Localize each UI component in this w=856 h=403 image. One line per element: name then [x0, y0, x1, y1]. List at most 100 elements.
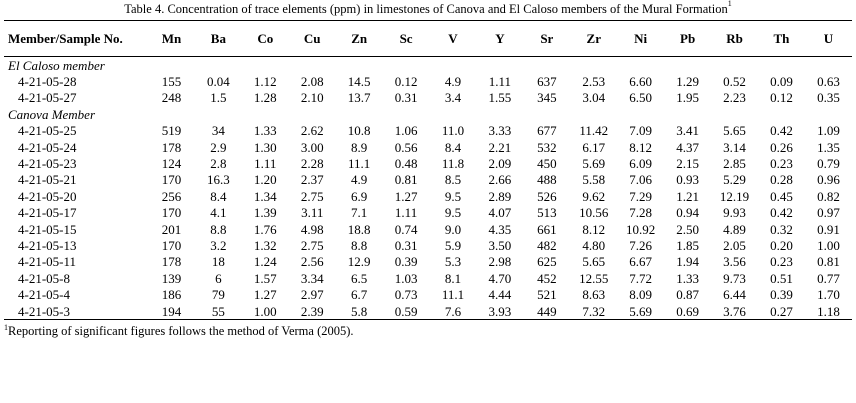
cell: 0.23 [770, 156, 793, 172]
cell: 11.1 [441, 287, 465, 303]
group-label: Canova Member [8, 106, 96, 122]
cell: 1.94 [676, 254, 699, 270]
sample-id: 4-21-05-21 [18, 172, 77, 188]
cell: 7.29 [629, 188, 653, 204]
cell: 0.12 [770, 90, 793, 106]
cell: 34 [211, 123, 225, 139]
cell: 1.24 [253, 254, 277, 270]
cell: 3.41 [676, 123, 699, 139]
cell: 3.2 [210, 237, 227, 253]
cell: 1.32 [253, 237, 277, 253]
cell: 0.94 [676, 205, 699, 221]
cell: 1.00 [241, 302, 289, 321]
cell: 3.56 [723, 254, 746, 270]
cell: 8.63 [582, 287, 606, 303]
cell: 6 [215, 270, 222, 286]
cell: 2.89 [488, 188, 512, 204]
cell: 1.30 [253, 139, 277, 155]
cell: 7.06 [629, 172, 653, 188]
cell: 9.62 [582, 188, 606, 204]
cell: 2.98 [488, 254, 512, 270]
cell: 3.76 [711, 302, 758, 321]
cell: 0.56 [394, 139, 418, 155]
data-row: 4-21-05-23 124 2.8 1.11 2.28 11.1 0.48 11.8 2.09… [4, 155, 852, 171]
cell: 5.3 [444, 254, 462, 270]
cell: 0.31 [394, 90, 418, 106]
cell: 4.80 [582, 237, 606, 253]
column-header: Ba [194, 21, 242, 57]
cell: 677 [537, 123, 557, 139]
sample-id: 4-21-05-15 [18, 221, 77, 237]
cell: 1.70 [817, 287, 840, 303]
cell: 79 [211, 287, 225, 303]
footnote-marker: 1 [4, 323, 8, 333]
cell: 2.28 [300, 156, 324, 172]
cell: 0.74 [394, 221, 418, 237]
cell: 0.31 [394, 237, 418, 253]
cell: 452 [537, 270, 557, 286]
cell: 1.95 [676, 90, 699, 106]
cell: 11.8 [441, 156, 465, 172]
cell: 6.50 [629, 90, 653, 106]
cell: 9.5 [444, 188, 462, 204]
cell: 637 [537, 74, 557, 90]
cell: 1.20 [253, 172, 277, 188]
cell: 513 [537, 205, 557, 221]
cell: 526 [537, 188, 557, 204]
cell: 0.77 [817, 270, 840, 286]
cell: 8.8 [210, 221, 227, 237]
cell: 2.75 [300, 188, 324, 204]
cell: 4.44 [488, 287, 512, 303]
data-row: 4-21-05-27 248 1.5 1.28 2.10 13.7 0.31 3.4 1.55 3… [4, 90, 852, 106]
data-row: 4-21-05-25 519 34 1.33 2.62 10.8 1.06 11.0 3.33 6… [4, 123, 852, 139]
cell: 3.14 [723, 139, 746, 155]
data-row: 4-21-05-13 170 3.2 1.32 2.75 8.8 0.31 5.9 3.50 48… [4, 237, 852, 253]
cell: 2.21 [488, 139, 512, 155]
cell: 7.28 [629, 205, 653, 221]
cell: 1.29 [676, 74, 699, 90]
column-header: Mn [148, 21, 195, 57]
cell: 8.4 [444, 139, 462, 155]
cell: 178 [161, 139, 182, 155]
cell: 0.32 [770, 221, 793, 237]
cell: 9.5 [444, 205, 462, 221]
cell: 1.09 [817, 123, 840, 139]
sample-id: 4-21-05-4 [18, 287, 70, 303]
cell: 155 [161, 74, 182, 90]
cell: 2.75 [300, 237, 324, 253]
cell: 4.37 [676, 139, 699, 155]
column-header: Co [241, 21, 289, 57]
cell: 0.87 [676, 287, 699, 303]
cell: 0.81 [394, 172, 418, 188]
cell: 0.91 [817, 221, 840, 237]
cell: 201 [161, 221, 182, 237]
data-table: Member/Sample No. Mn Ba Co Cu Zn Sc V Y Sr Zr Ni Pb R… [4, 21, 852, 321]
column-header: V [429, 21, 477, 57]
sample-id: 4-21-05-11 [18, 254, 77, 270]
cell: 5.58 [582, 172, 606, 188]
cell: 532 [537, 139, 557, 155]
cell: 5.69 [582, 156, 606, 172]
cell: 1.5 [210, 90, 227, 106]
cell: 4.9 [444, 74, 462, 90]
cell: 8.4 [210, 188, 227, 204]
cell: 2.9 [210, 139, 227, 155]
cell: 2.56 [300, 254, 324, 270]
cell: 0.79 [817, 156, 840, 172]
cell: 488 [537, 172, 557, 188]
cell: 4.89 [723, 221, 746, 237]
cell: 8.1 [444, 270, 462, 286]
cell: 11.1 [348, 156, 371, 172]
column-header: Th [757, 21, 805, 57]
cell: 521 [537, 287, 557, 303]
cell: 9.93 [723, 205, 746, 221]
cell: 0.96 [817, 172, 840, 188]
cell: 6.9 [351, 188, 368, 204]
header-row: Member/Sample No. Mn Ba Co Cu Zn Sc V Y Sr Zr Ni Pb R… [4, 21, 852, 57]
cell: 6.44 [723, 287, 746, 303]
column-header: Ni [617, 21, 665, 57]
sample-id: 4-21-05-28 [18, 74, 77, 90]
cell: 8.5 [444, 172, 462, 188]
column-header: Sr [523, 21, 571, 57]
